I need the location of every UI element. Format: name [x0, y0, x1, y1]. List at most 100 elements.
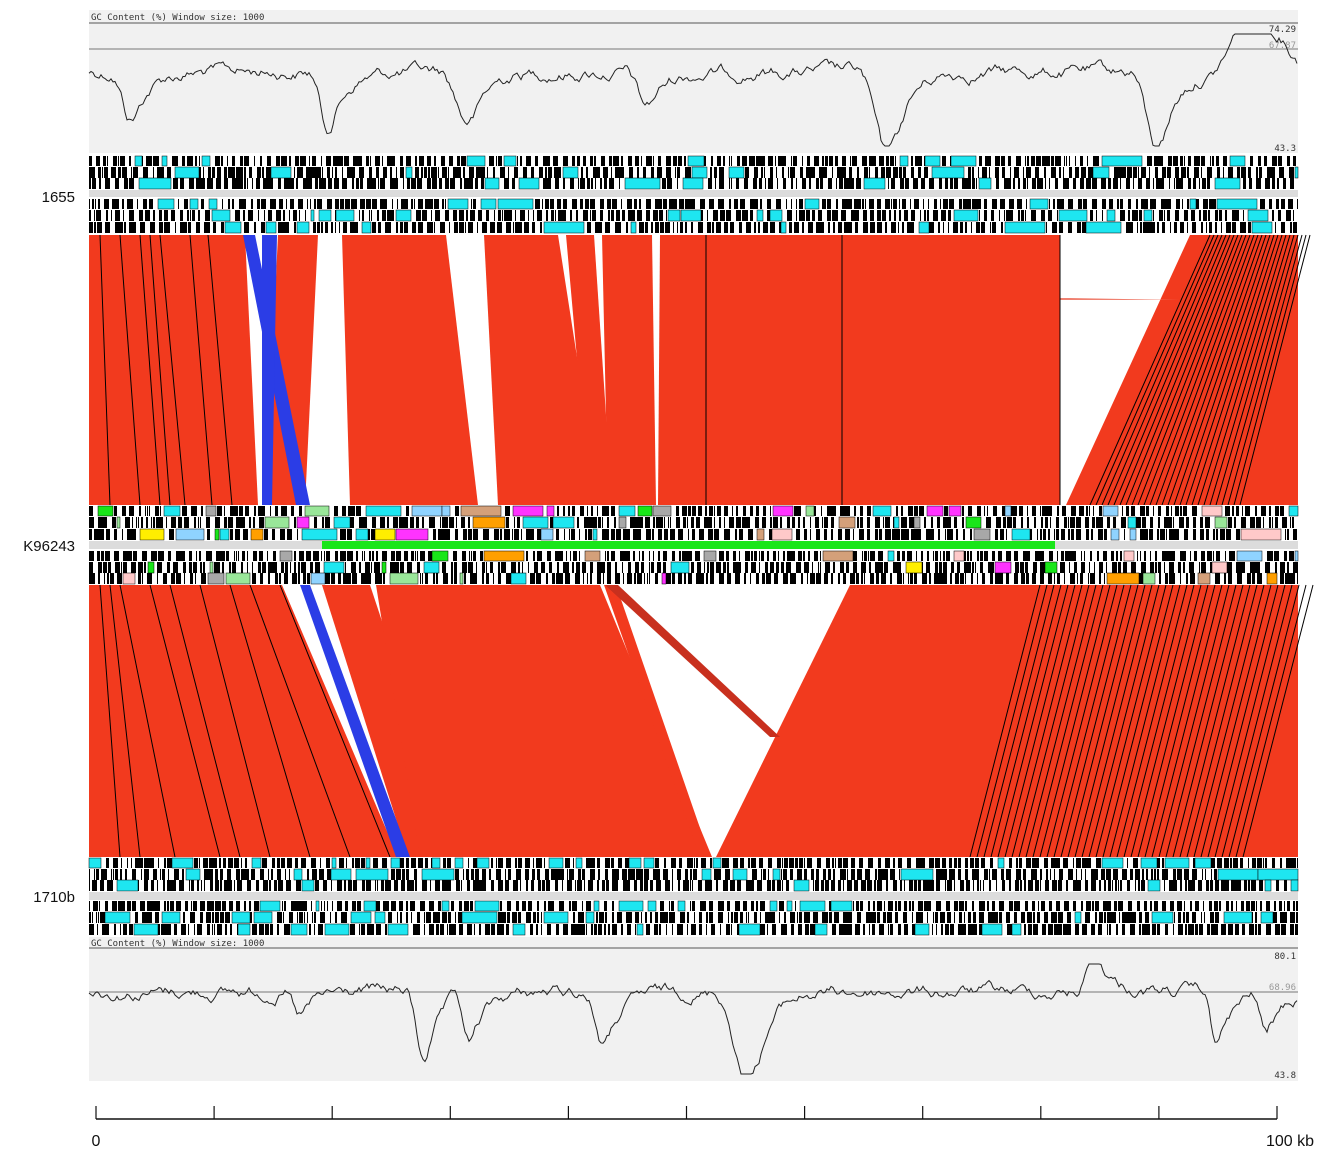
cds-feature[interactable] — [340, 551, 342, 561]
cds-feature[interactable] — [937, 517, 940, 528]
cds-feature[interactable] — [896, 562, 901, 573]
cds-feature[interactable] — [144, 880, 148, 891]
cds-feature[interactable] — [216, 551, 218, 561]
cds-feature[interactable] — [626, 222, 628, 233]
cds-feature[interactable] — [945, 880, 946, 891]
cds-feature[interactable] — [221, 222, 224, 233]
cds-feature[interactable] — [237, 178, 239, 189]
cds-feature[interactable] — [759, 178, 762, 189]
cds-feature[interactable] — [1137, 222, 1138, 233]
cds-feature[interactable] — [714, 869, 718, 880]
cds-feature[interactable] — [362, 210, 364, 221]
cds-feature[interactable] — [397, 199, 398, 209]
cds-feature[interactable] — [515, 222, 518, 233]
cds-feature[interactable] — [731, 912, 733, 923]
cds-feature[interactable] — [1176, 178, 1180, 189]
cds-feature[interactable] — [260, 573, 263, 584]
cds-feature[interactable] — [998, 573, 1003, 584]
cds-feature[interactable] — [758, 222, 760, 233]
blast-match[interactable] — [605, 585, 780, 737]
cds-feature[interactable] — [666, 167, 671, 178]
cds-feature[interactable] — [1290, 222, 1292, 233]
cds-feature[interactable] — [802, 156, 803, 166]
cds-feature[interactable] — [537, 551, 542, 561]
cds-feature[interactable] — [1010, 880, 1011, 891]
cds-feature[interactable] — [924, 156, 925, 166]
cds-feature[interactable] — [237, 923, 251, 936]
cds-feature[interactable] — [751, 901, 754, 911]
cds-feature[interactable] — [236, 517, 241, 528]
cds-feature[interactable] — [270, 506, 271, 516]
cds-feature[interactable] — [893, 167, 898, 178]
cds-feature[interactable] — [899, 869, 900, 880]
cds-feature[interactable] — [1128, 199, 1131, 209]
cds-feature[interactable] — [644, 880, 648, 891]
cds-feature[interactable] — [597, 858, 600, 868]
cds-feature[interactable] — [996, 178, 999, 189]
cds-feature[interactable] — [147, 156, 152, 166]
cds-feature[interactable] — [776, 199, 781, 209]
cds-feature[interactable] — [996, 529, 998, 540]
cds-feature[interactable] — [555, 880, 558, 891]
cds-feature[interactable] — [490, 562, 493, 573]
cds-feature[interactable] — [1147, 924, 1150, 935]
cds-feature[interactable] — [809, 178, 811, 189]
cds-feature[interactable] — [1297, 858, 1298, 868]
blast-match[interactable] — [566, 235, 612, 505]
cds-feature[interactable] — [759, 551, 760, 561]
cds-feature[interactable] — [241, 517, 245, 528]
cds-feature[interactable] — [224, 880, 227, 891]
cds-feature[interactable] — [636, 869, 641, 880]
cds-feature[interactable] — [230, 529, 233, 540]
cds-feature[interactable] — [740, 858, 744, 868]
cds-feature[interactable] — [464, 573, 466, 584]
cds-feature[interactable] — [199, 156, 200, 166]
cds-feature[interactable] — [737, 156, 740, 166]
cds-feature[interactable] — [1195, 924, 1198, 935]
cds-feature[interactable] — [692, 529, 695, 540]
cds-feature[interactable] — [1180, 551, 1183, 561]
cds-feature[interactable] — [203, 858, 204, 868]
cds-feature[interactable] — [1236, 210, 1239, 221]
cds-feature[interactable] — [1213, 529, 1215, 540]
cds-feature[interactable] — [1140, 529, 1144, 540]
cds-feature[interactable] — [1165, 924, 1168, 935]
cds-feature[interactable] — [696, 858, 698, 868]
cds-feature[interactable] — [347, 551, 351, 561]
cds-feature[interactable] — [660, 901, 664, 911]
cds-feature[interactable] — [1009, 199, 1014, 209]
cds-feature[interactable] — [435, 210, 440, 221]
cds-feature[interactable] — [500, 924, 504, 935]
cds-feature[interactable] — [543, 911, 569, 924]
cds-feature[interactable] — [254, 222, 256, 233]
cds-feature[interactable] — [535, 199, 540, 209]
cds-feature[interactable] — [129, 222, 134, 233]
cds-feature[interactable] — [411, 178, 416, 189]
cds-feature[interactable] — [1258, 156, 1261, 166]
cds-feature[interactable] — [1075, 880, 1078, 891]
cds-feature[interactable] — [1248, 167, 1251, 178]
cds-feature[interactable] — [133, 551, 137, 561]
cds-feature[interactable] — [551, 869, 555, 880]
cds-feature[interactable] — [1028, 924, 1032, 935]
cds-feature[interactable] — [1131, 562, 1136, 573]
cds-feature[interactable] — [371, 529, 375, 540]
cds-feature[interactable] — [635, 517, 639, 528]
cds-feature[interactable] — [704, 517, 707, 528]
cds-feature[interactable] — [697, 562, 701, 573]
cds-feature[interactable] — [489, 156, 494, 166]
cds-feature[interactable] — [769, 529, 772, 540]
cds-feature[interactable] — [1251, 901, 1255, 911]
cds-feature[interactable] — [92, 178, 96, 189]
cds-feature[interactable] — [707, 222, 711, 233]
cds-feature[interactable] — [328, 178, 332, 189]
cds-feature[interactable] — [1296, 912, 1298, 923]
cds-feature[interactable] — [303, 156, 306, 166]
cds-feature[interactable] — [1188, 178, 1189, 189]
cds-feature[interactable] — [526, 912, 531, 923]
cds-feature[interactable] — [704, 562, 705, 573]
cds-feature[interactable] — [916, 551, 917, 561]
cds-feature[interactable] — [176, 573, 181, 584]
cds-feature[interactable] — [942, 858, 945, 868]
cds-feature[interactable] — [1106, 209, 1116, 222]
